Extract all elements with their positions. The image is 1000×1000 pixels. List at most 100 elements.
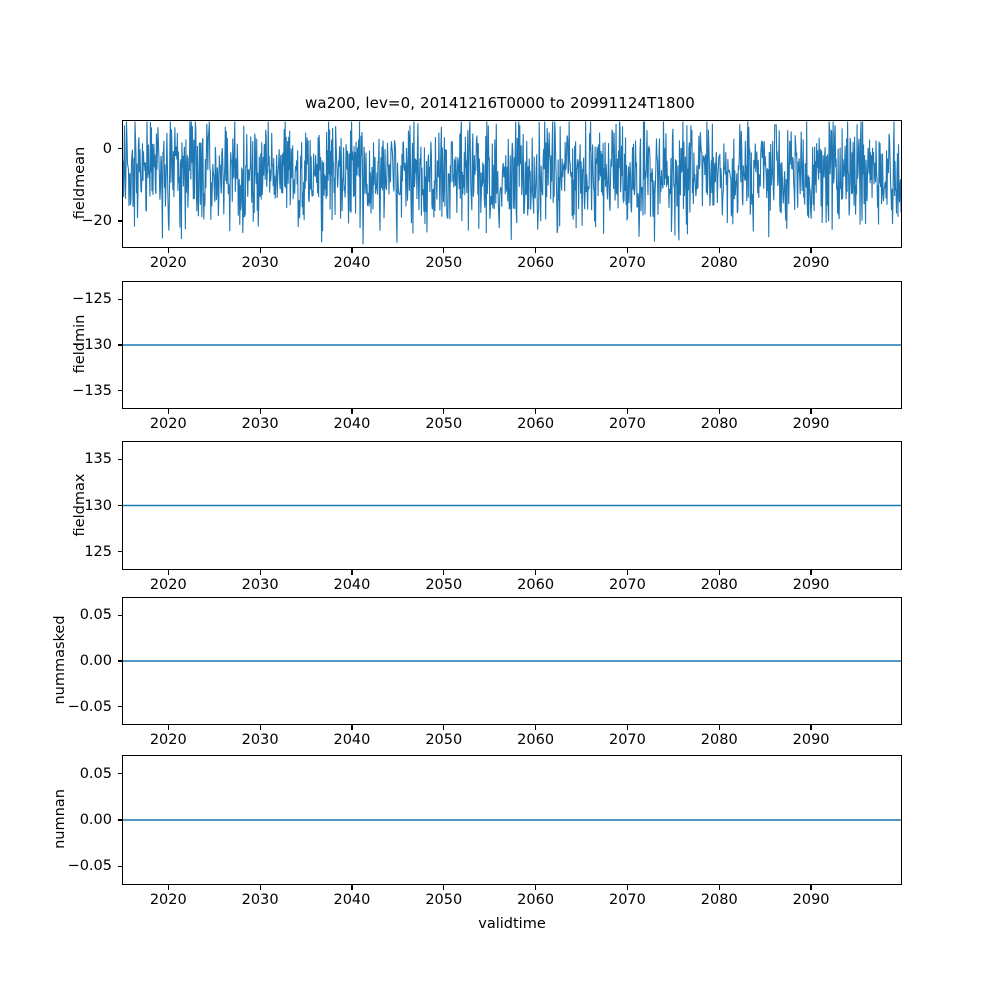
x-tick-mark: [259, 570, 261, 575]
x-tick-mark: [535, 248, 537, 253]
y-axis-label-numnan: numnan: [52, 789, 68, 849]
x-tick-mark: [626, 248, 629, 253]
x-tick-mark: [535, 725, 537, 730]
x-tick-label: 2040: [333, 416, 371, 432]
series-nummasked: [123, 660, 901, 662]
data-line: [123, 121, 901, 244]
x-tick-label: 2030: [241, 892, 279, 908]
plot-area-fieldmax: [122, 441, 902, 570]
subplot-fieldmean: 0 −20 fieldmean 2020 2030 2040 2050 2060 2070 208…: [72, 120, 902, 270]
x-tick-mark: [259, 885, 261, 890]
x-tick-label: 2050: [425, 255, 463, 271]
x-tick-mark: [443, 570, 445, 575]
x-tick-label: 2040: [333, 732, 371, 748]
plot-area-nummasked: [122, 597, 902, 725]
y-tick-label: 0.00: [79, 812, 112, 828]
x-tick-label: 2090: [792, 255, 830, 271]
y-tick-mark: [117, 390, 122, 392]
x-tick-label: 2050: [425, 732, 463, 748]
x-tick-label: 2070: [608, 732, 646, 748]
y-tick-mark: [117, 504, 122, 507]
x-tick-mark: [259, 409, 261, 414]
x-tick-mark: [167, 725, 169, 730]
y-tick-label: 0: [102, 140, 112, 157]
x-tick-mark: [443, 725, 445, 730]
x-tick-label: 2050: [425, 892, 463, 908]
y-axis-label-fieldmean: fieldmean: [72, 146, 88, 220]
y-tick-label: −0.05: [67, 858, 112, 875]
x-tick-label: 2030: [241, 732, 279, 748]
y-tick-label: −0.05: [67, 698, 112, 715]
x-tick-label: 2080: [700, 892, 738, 908]
y-tick-label: −135: [72, 382, 112, 399]
x-tick-label: 2050: [425, 416, 463, 432]
x-tick-mark: [167, 248, 169, 253]
y-tick-label: 0.05: [79, 765, 112, 782]
x-tick-label: 2090: [792, 892, 830, 908]
y-axis-label-nummasked: nummasked: [52, 615, 68, 705]
x-tick-label: 2030: [241, 255, 279, 271]
x-tick-label: 2080: [700, 577, 738, 593]
y-tick-label: 125: [84, 543, 112, 560]
plot-area-fieldmean: [122, 120, 902, 248]
x-tick-label: 2060: [517, 577, 555, 593]
x-tick-mark: [626, 725, 629, 730]
y-tick-label: 0.00: [79, 653, 112, 669]
y-tick-mark: [117, 706, 122, 708]
x-tick-mark: [443, 409, 445, 414]
x-tick-mark: [626, 885, 629, 890]
series-fieldmean: [123, 121, 901, 247]
x-tick-mark: [167, 885, 169, 890]
y-tick-mark: [117, 550, 122, 553]
y-tick-mark: [117, 819, 122, 821]
x-tick-label: 2060: [517, 892, 555, 908]
x-tick-mark: [535, 409, 537, 414]
subplot-numnan: 0.05 0.00 −0.05 numnan 2020 2030 2040 2050 2060 2…: [52, 755, 902, 907]
x-tick-label: 2020: [149, 416, 187, 432]
x-tick-mark: [259, 725, 261, 730]
x-tick-label: 2060: [517, 416, 555, 432]
subplot-fieldmin: −125 −130 −135 fieldmin 2020 2030 2040 2050 2060…: [72, 281, 902, 431]
y-tick-mark: [117, 614, 122, 616]
chart-title: wa200, lev=0, 20141216T0000 to 20991124T…: [305, 94, 695, 112]
x-tick-mark: [810, 570, 812, 575]
x-tick-mark: [351, 248, 353, 253]
x-tick-label: 2070: [608, 892, 646, 908]
x-tick-mark: [351, 885, 353, 890]
x-tick-label: 2060: [517, 255, 555, 271]
x-tick-label: 2020: [149, 892, 187, 908]
x-tick-mark: [351, 570, 353, 575]
x-tick-label: 2030: [241, 416, 279, 432]
subplot-fieldmax: 135 130 125 fieldmax 2020 2030 2040 2050 2060 207…: [72, 441, 902, 592]
y-tick-mark: [117, 772, 122, 775]
series-fieldmin: [123, 344, 901, 346]
subplot-nummasked: 0.05 0.00 −0.05 nummasked 2020 2030 2040 2050 20…: [52, 597, 902, 747]
y-tick-mark: [117, 148, 122, 150]
x-tick-mark: [443, 248, 445, 253]
x-tick-label: 2070: [608, 255, 646, 271]
x-tick-label: 2090: [792, 416, 830, 432]
y-tick-mark: [117, 344, 122, 346]
y-tick-mark: [117, 220, 122, 222]
x-tick-label: 2090: [792, 732, 830, 748]
x-tick-mark: [718, 725, 720, 730]
x-tick-mark: [810, 885, 812, 890]
x-tick-label: 2020: [149, 255, 187, 271]
x-tick-mark: [535, 885, 537, 890]
x-tick-label: 2040: [333, 255, 371, 271]
plot-area-fieldmin: [122, 281, 902, 409]
x-tick-label: 2080: [700, 255, 738, 271]
x-axis-label: validtime: [478, 916, 546, 932]
y-tick-label: 0.05: [79, 607, 112, 624]
x-tick-label: 2050: [425, 577, 463, 593]
x-tick-mark: [718, 409, 720, 414]
x-tick-label: 2060: [517, 732, 555, 748]
x-tick-mark: [810, 248, 812, 253]
x-tick-mark: [351, 409, 353, 414]
x-tick-mark: [810, 725, 812, 730]
x-tick-mark: [443, 885, 445, 890]
y-tick-label: −20: [81, 212, 112, 229]
y-tick-label: 130: [84, 497, 112, 514]
y-tick-label: −130: [72, 337, 112, 353]
